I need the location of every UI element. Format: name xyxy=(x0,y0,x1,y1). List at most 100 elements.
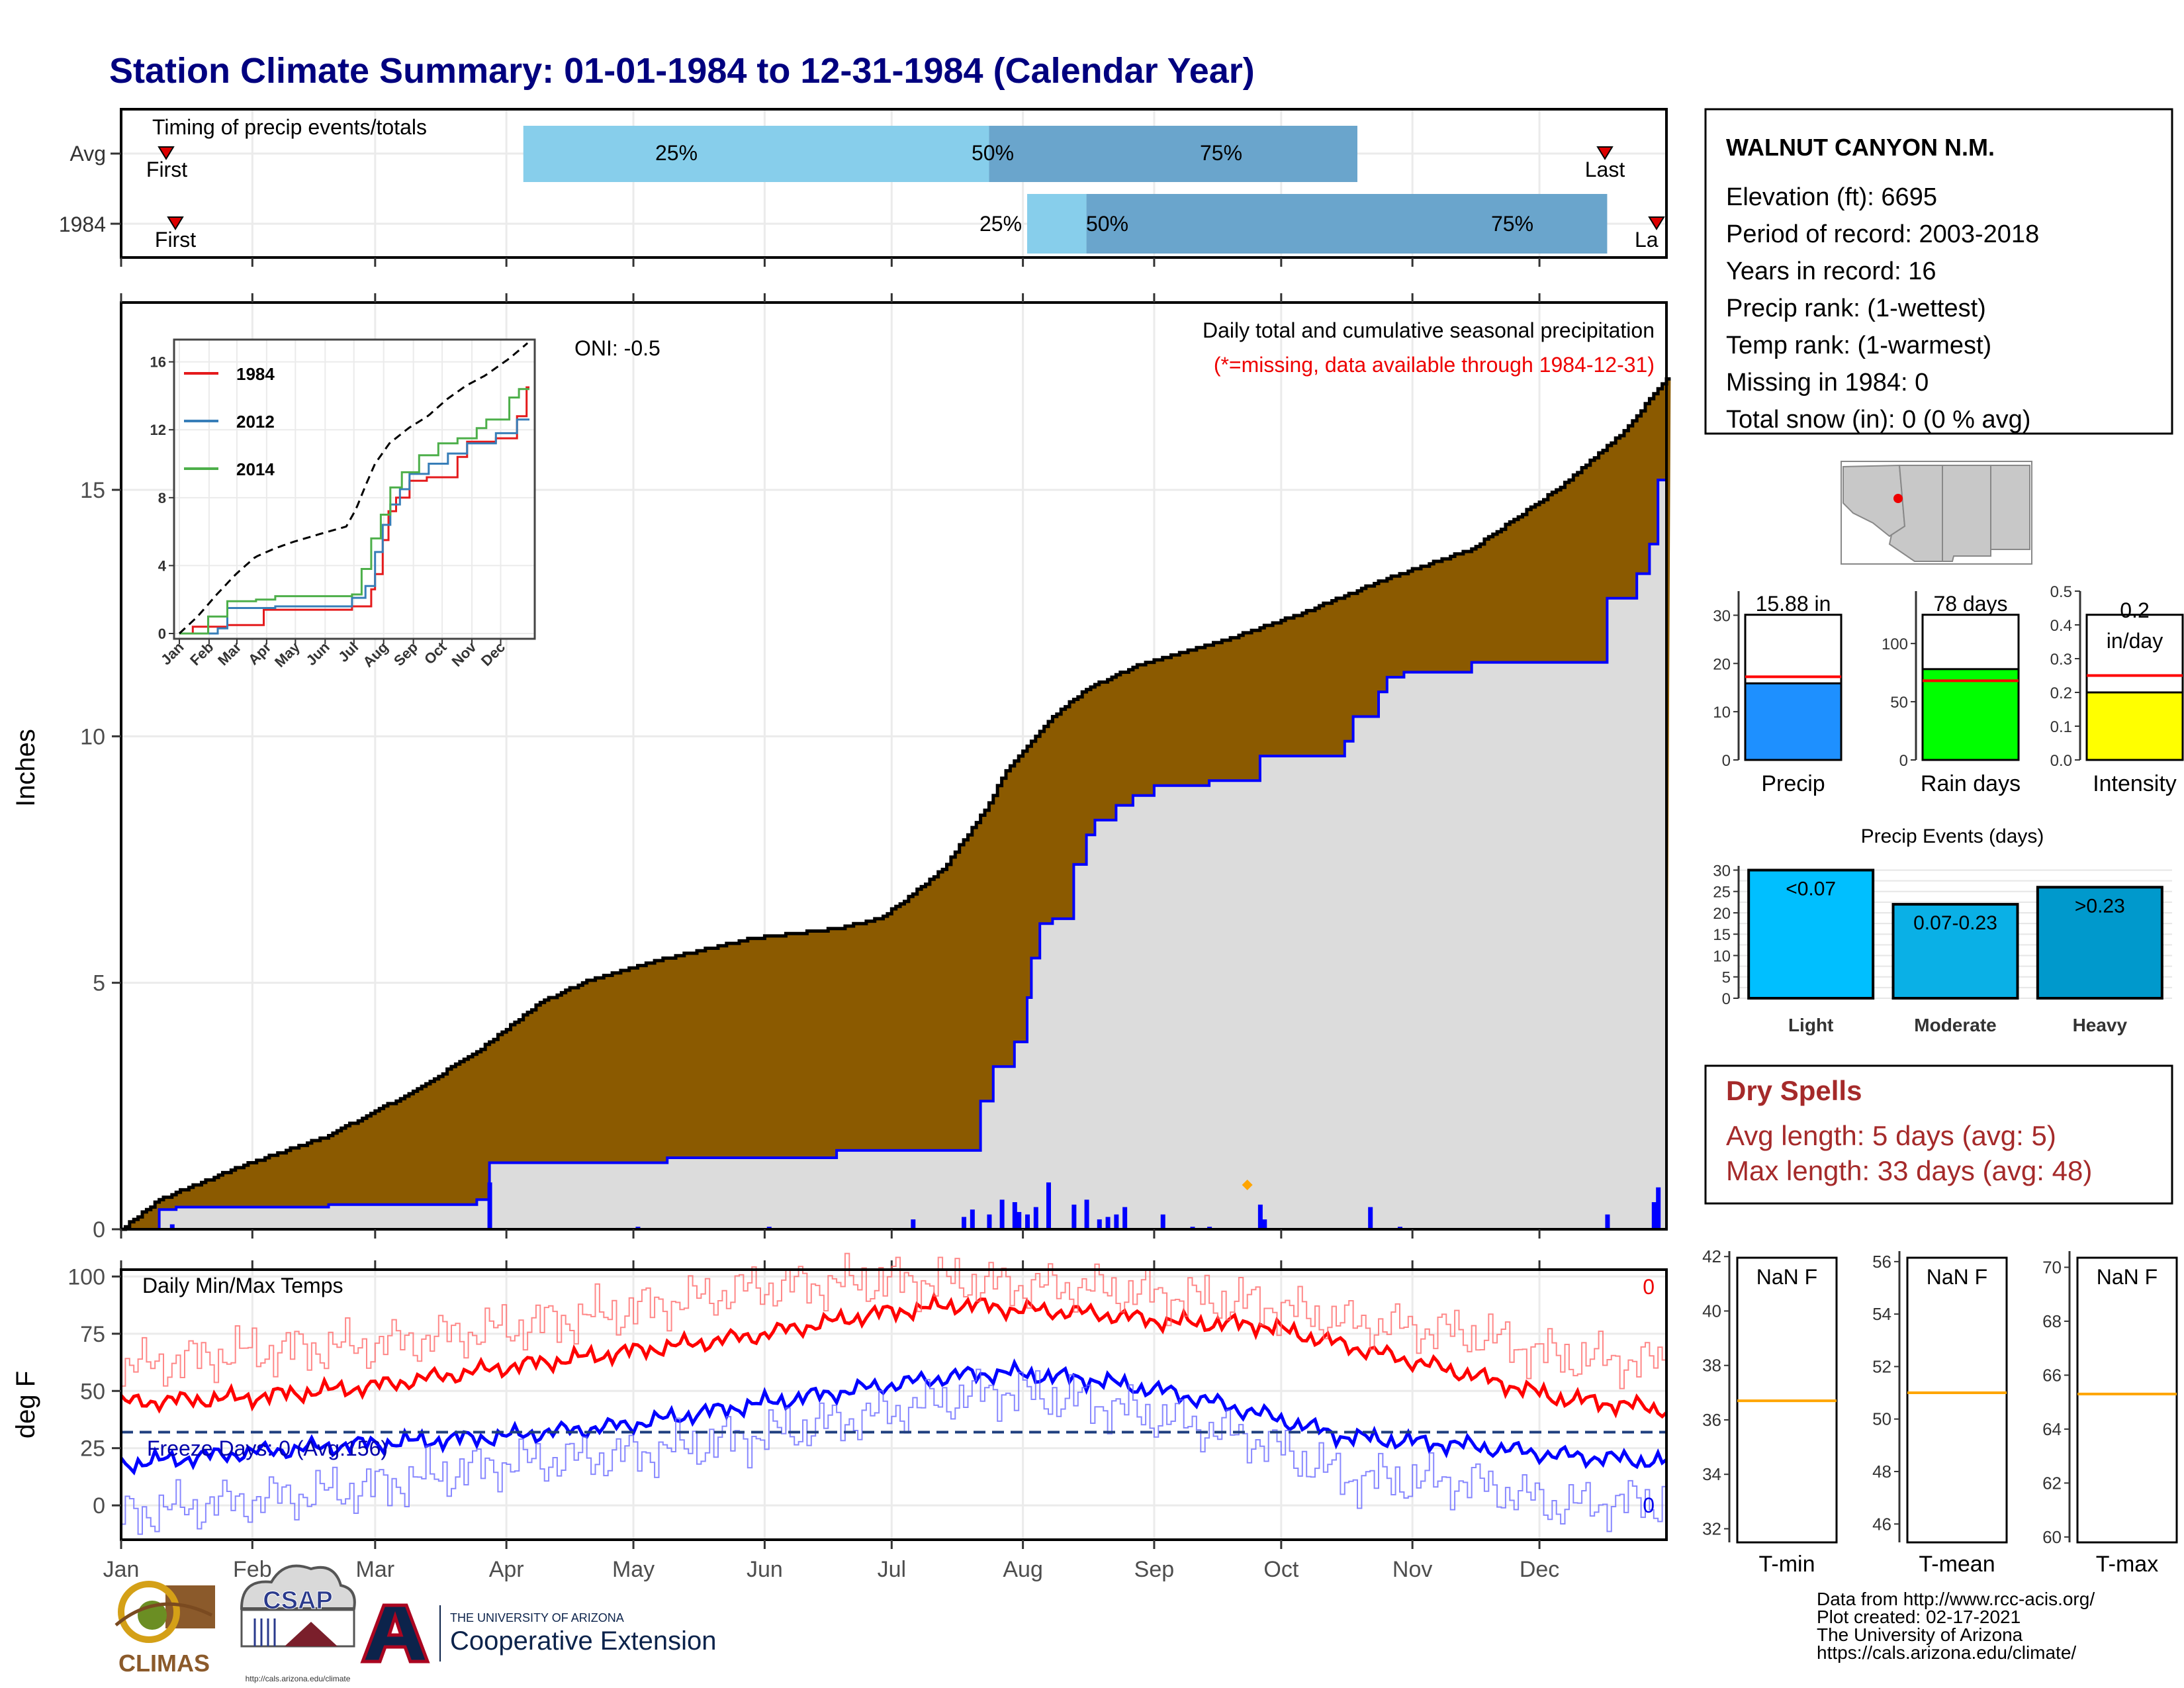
dry-spells-avg: Avg length: 5 days (avg: 5) xyxy=(1726,1120,2056,1151)
daily-bar-202 xyxy=(970,1209,975,1229)
daily-bar-226 xyxy=(1071,1204,1077,1229)
inset-xtick-label-Jan: Jan xyxy=(158,639,187,668)
tpanel-value-T-max: NaN F xyxy=(2097,1265,2158,1289)
events-bar-moderate xyxy=(1891,903,2019,1000)
intensity-value-label: 0.2 xyxy=(2120,598,2149,622)
temp-ytick-label-0: 0 xyxy=(93,1493,105,1519)
daily-bar-234 xyxy=(1105,1217,1111,1229)
avg-q25-label: 25% xyxy=(655,141,698,165)
main-chart-subtitle: (*=missing, data available through 1984-… xyxy=(1214,353,1655,377)
intensity-tick-label-0.4: 0.4 xyxy=(2050,617,2072,635)
temp-y-axis-label: deg F xyxy=(11,1371,40,1438)
tpanel-tick-label-T-max-64: 64 xyxy=(2042,1419,2062,1439)
daily-bar-296 xyxy=(1368,1207,1373,1229)
month-label-Jul: Jul xyxy=(878,1557,906,1582)
inset-xtick-label-Mar: Mar xyxy=(214,639,245,669)
year-cumulative-line xyxy=(121,446,1668,1231)
year-last-label: La xyxy=(1635,228,1659,252)
station-info-box: WALNUT CANYON N.M. Elevation (ft): 6695 … xyxy=(1704,108,2173,435)
avg-q75-label: 75% xyxy=(1200,141,1242,165)
month-label-Sep: Sep xyxy=(1134,1557,1175,1582)
station-snow: Total snow (in): 0 (0 % avg) xyxy=(1726,406,2030,434)
intensity-category-label: Intensity xyxy=(2093,771,2177,796)
tpanel-tick-label-T-max-68: 68 xyxy=(2042,1311,2062,1331)
daily-precip-bars xyxy=(169,1180,1661,1229)
main-y-axis: 0 5 10 15 xyxy=(80,478,121,1243)
tpanel-tick-label-T-min-38: 38 xyxy=(1702,1356,1721,1376)
month-label-Nov: Nov xyxy=(1392,1557,1432,1582)
tpanel-tick-label-T-min-34: 34 xyxy=(1702,1464,1721,1484)
avg-q50-label: 50% xyxy=(972,141,1014,165)
avg-first-label: First xyxy=(146,158,187,181)
daily-bar-364 xyxy=(1656,1187,1661,1229)
timing-title: Timing of precip events/totals xyxy=(152,115,427,139)
temp-ytick-label-75: 75 xyxy=(80,1322,105,1347)
avg-cumulative-line xyxy=(121,377,1671,1231)
temp-lines xyxy=(120,1252,1668,1535)
precip-events-chart: Precip Events (days) 0 5 10 15 20 25 30 <0.07 Li… xyxy=(1713,825,2172,1035)
inset-legend: 1984 2012 2014 xyxy=(184,364,275,479)
credit-data-source: Data from http://www.rcc-acis.org/ xyxy=(1817,1589,2095,1609)
year-first-label: First xyxy=(155,228,196,252)
main-ytick-label-15: 15 xyxy=(80,478,105,503)
station-temp-rank: Temp rank: (1-warmest) xyxy=(1726,332,1991,359)
map-state-newmexico xyxy=(1942,465,1991,562)
tpanel-value-T-mean: NaN F xyxy=(1927,1265,1987,1289)
events-tick-label-20: 20 xyxy=(1713,905,1731,923)
inset-xtick-label-Sep: Sep xyxy=(390,639,421,669)
timing-bars xyxy=(523,126,1608,254)
month-label-Mar: Mar xyxy=(356,1557,395,1582)
temp-line-2 xyxy=(121,1252,1667,1389)
dry-spells-title: Dry Spells xyxy=(1726,1075,1862,1106)
inset-avg-line xyxy=(178,342,529,635)
events-bar-light xyxy=(1747,868,1875,1000)
main-y-axis-label: Inches xyxy=(11,729,40,807)
avg-last-marker xyxy=(1596,146,1614,160)
precip-tick-label-10: 10 xyxy=(1713,704,1731,722)
timing-row-avg: Avg xyxy=(69,142,106,165)
rain-days-value-label: 78 days xyxy=(1933,592,2007,616)
tpanel-tick-label-T-mean-54: 54 xyxy=(1872,1304,1891,1324)
precip-tick-label-0: 0 xyxy=(1722,752,1731,770)
rain-days-bar xyxy=(1921,668,2020,761)
tpanel-tick-label-T-mean-56: 56 xyxy=(1872,1252,1891,1272)
main-precip-panel: 0 5 10 15 Inches Daily total and cumulative… xyxy=(11,258,1671,1270)
year-q75-label: 75% xyxy=(1491,212,1533,236)
dry-spells-box: Dry Spells Avg length: 5 days (avg: 5) M… xyxy=(1704,1064,2173,1205)
tpanel-frame-T-max xyxy=(2076,1256,2178,1544)
month-label-Apr: Apr xyxy=(489,1557,524,1582)
temp-title: Daily Min/Max Temps xyxy=(142,1274,343,1297)
ua-small-text: THE UNIVERSITY OF ARIZONA xyxy=(450,1611,624,1624)
tpanel-tick-label-T-min-36: 36 xyxy=(1702,1410,1721,1430)
precip-tick-label-20: 20 xyxy=(1713,655,1731,673)
inset-xtick-label-Aug: Aug xyxy=(359,639,391,671)
inset-line-2014 xyxy=(179,388,529,635)
tpanel-label-T-max: T-max xyxy=(2096,1552,2158,1577)
precip-bar xyxy=(1744,682,1843,761)
events-tick-label-5: 5 xyxy=(1722,969,1731,987)
map-state-right xyxy=(1990,465,2030,550)
daily-bar-212 xyxy=(1012,1202,1017,1229)
oni-label: ONI: -0.5 xyxy=(574,336,660,360)
events-tick-label-10: 10 xyxy=(1713,947,1731,965)
inset-xtick-label-May: May xyxy=(271,638,303,670)
inset-xtick-label-Oct: Oct xyxy=(421,638,450,667)
events-title: Precip Events (days) xyxy=(1861,825,2044,847)
tpanel-label-T-mean: T-mean xyxy=(1919,1552,1995,1577)
tpanel-tick-label-T-max-60: 60 xyxy=(2042,1527,2062,1547)
csap-logo: CSAP http://cals.arizona.edu/climate xyxy=(240,1564,356,1683)
credit-plot-created: Plot created: 02-17-2021 xyxy=(1817,1607,2021,1627)
temp-y-axis: 0 25 50 75 100 xyxy=(68,1264,121,1519)
intensity-tick-label-0.5: 0.5 xyxy=(2050,583,2072,601)
year-first-marker xyxy=(167,216,184,230)
tpanel-tick-label-T-mean-46: 46 xyxy=(1872,1514,1891,1534)
inset-xtick-label-Apr: Apr xyxy=(245,639,275,669)
events-tick-label-15: 15 xyxy=(1713,926,1731,944)
inset-xtick-label-Dec: Dec xyxy=(478,639,508,669)
timing-panel: Timing of precip events/totals Avg 1984 … xyxy=(59,108,1668,259)
events-category-moderate: Moderate xyxy=(1914,1015,1996,1035)
intensity-tick-label-0.3: 0.3 xyxy=(2050,651,2072,669)
avg-last-label: Last xyxy=(1585,158,1625,181)
